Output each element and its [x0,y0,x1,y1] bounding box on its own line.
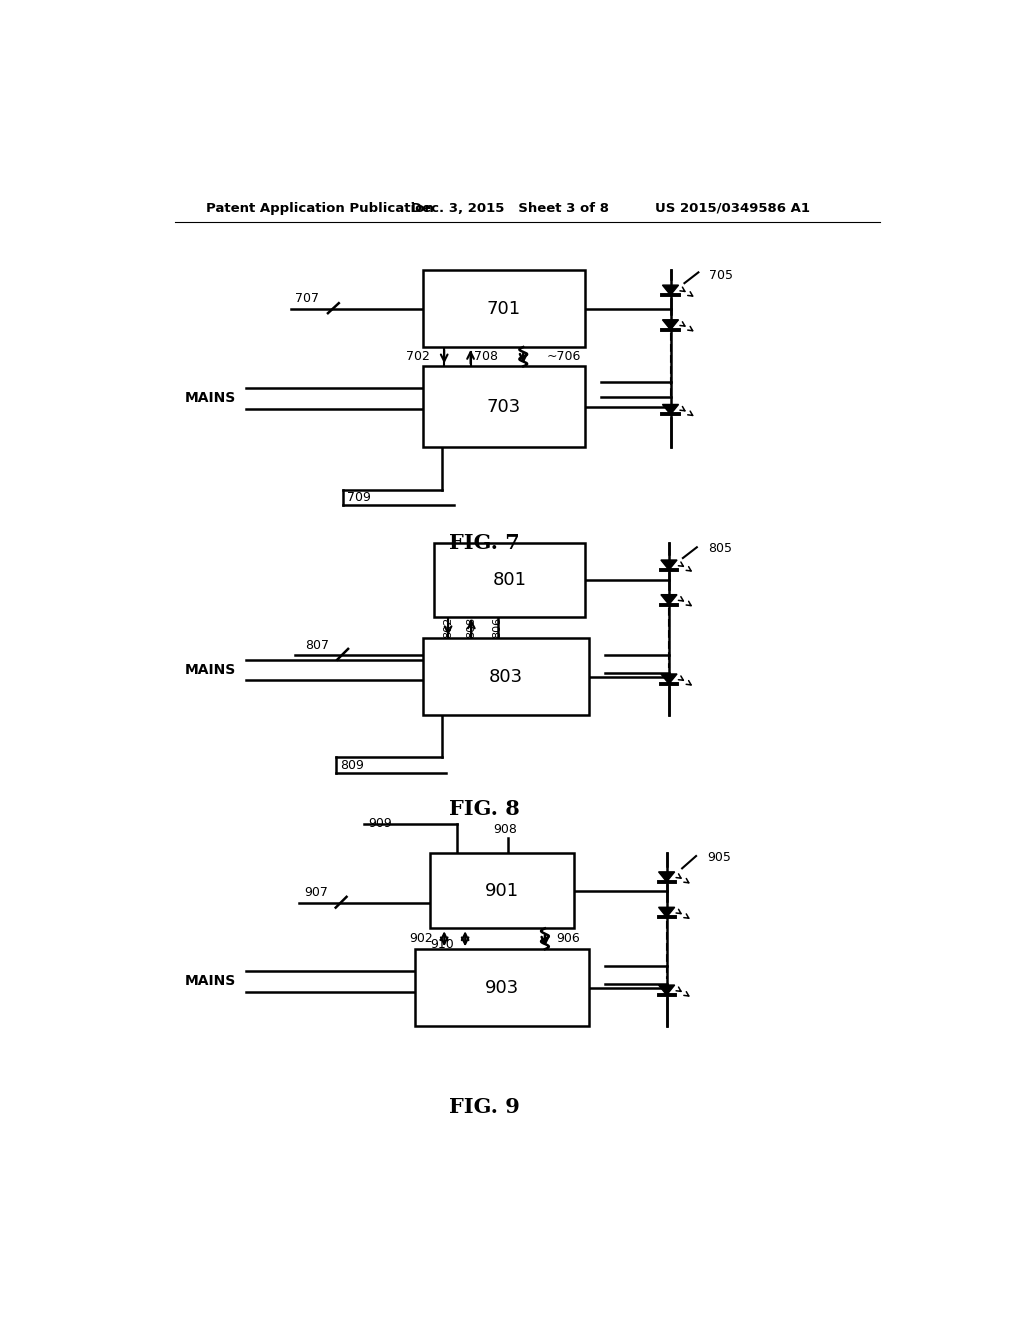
Text: 805: 805 [708,543,732,556]
Polygon shape [660,560,677,570]
Text: 702: 702 [407,350,430,363]
Bar [423,638,589,715]
Text: 907: 907 [305,887,329,899]
Text: FIG. 8: FIG. 8 [450,799,520,818]
Text: 801: 801 [493,572,526,589]
Polygon shape [663,319,679,330]
Text: MAINS: MAINS [185,391,237,405]
Text: 909: 909 [369,817,392,830]
Text: Patent Application Publication: Patent Application Publication [206,202,433,215]
Polygon shape [658,907,675,917]
Text: 802: 802 [443,616,453,638]
Text: 809: 809 [340,759,365,772]
Text: 701: 701 [486,300,521,318]
Polygon shape [660,594,677,605]
Bar [423,367,586,447]
Bar [434,544,586,616]
Text: 808: 808 [466,616,476,638]
Polygon shape [663,404,679,414]
Text: 906: 906 [556,932,580,945]
Polygon shape [658,871,675,882]
Bar [423,271,586,347]
Bar [415,949,589,1026]
Text: Dec. 3, 2015   Sheet 3 of 8: Dec. 3, 2015 Sheet 3 of 8 [411,202,609,215]
Bar [430,853,573,928]
Text: 705: 705 [710,269,733,282]
Text: 709: 709 [347,491,372,504]
Text: 901: 901 [485,882,519,900]
Text: 910: 910 [430,939,455,952]
Text: FIG. 7: FIG. 7 [450,533,520,553]
Text: MAINS: MAINS [185,663,237,677]
Text: FIG. 9: FIG. 9 [450,1097,520,1117]
Text: 902: 902 [410,932,433,945]
Text: 803: 803 [488,668,523,685]
Text: 905: 905 [707,851,731,865]
Text: 908: 908 [494,824,517,837]
Text: 703: 703 [486,397,521,416]
Text: 903: 903 [484,978,519,997]
Text: 707: 707 [295,292,318,305]
Text: MAINS: MAINS [185,974,237,989]
Text: ~706: ~706 [547,350,581,363]
Polygon shape [663,285,679,296]
Polygon shape [660,675,677,684]
Text: 708: 708 [474,350,498,363]
Text: US 2015/0349586 A1: US 2015/0349586 A1 [655,202,810,215]
Text: 806: 806 [493,616,503,638]
Polygon shape [658,985,675,995]
Text: 807: 807 [305,639,329,652]
